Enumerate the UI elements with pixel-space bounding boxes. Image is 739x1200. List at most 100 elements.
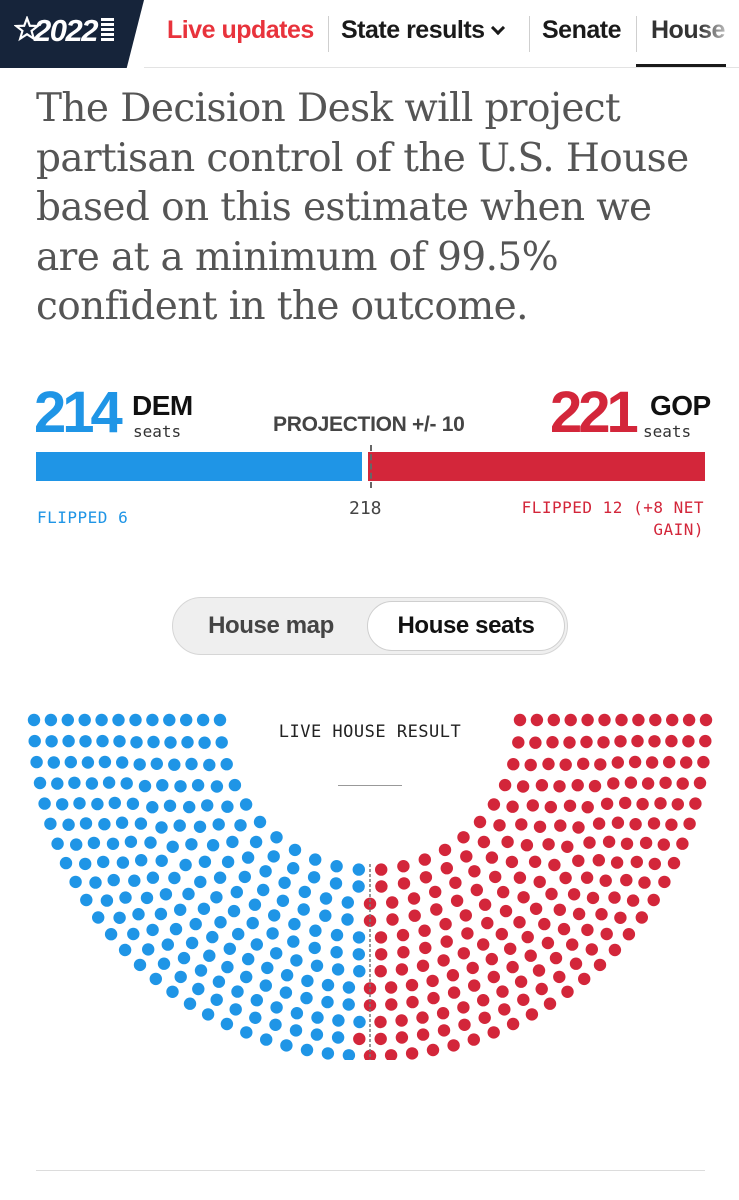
gop-seat xyxy=(458,1018,471,1031)
dem-seat xyxy=(81,756,95,769)
gop-seat xyxy=(580,735,593,749)
gop-seat xyxy=(384,981,398,994)
gop-seat xyxy=(374,931,388,944)
dem-seat xyxy=(87,836,101,850)
gop-seat xyxy=(665,818,678,831)
top-nav: 2022 Live updates State results Senate H… xyxy=(0,0,739,68)
gop-seat xyxy=(517,993,530,1006)
gop-seat xyxy=(375,880,388,893)
dem-seat xyxy=(113,911,126,924)
gop-seat xyxy=(493,819,506,832)
gop-seat xyxy=(530,713,544,727)
dem-seat xyxy=(353,965,366,978)
dem-party-label: DEM xyxy=(132,390,193,421)
gop-seat xyxy=(630,855,643,869)
gop-seat xyxy=(525,1008,539,1021)
gop-seat xyxy=(457,1001,470,1014)
gop-seat xyxy=(521,930,534,944)
gop-seat xyxy=(581,713,594,727)
dem-seat xyxy=(220,758,233,771)
dem-seat xyxy=(27,713,41,727)
dem-seat xyxy=(221,800,234,813)
gop-seat xyxy=(632,713,645,727)
gop-seat xyxy=(577,757,590,770)
nav-scroll-fade xyxy=(699,0,739,66)
gop-seat xyxy=(506,1017,520,1031)
gop-seat xyxy=(514,975,528,988)
dem-seat xyxy=(240,970,253,984)
gop-seat xyxy=(602,835,616,848)
dem-seat xyxy=(212,818,225,831)
dem-seat xyxy=(44,713,58,727)
election-2022-logo[interactable]: 2022 xyxy=(0,0,144,68)
dem-seat xyxy=(201,1008,215,1021)
dem-seat xyxy=(212,975,226,988)
dem-seat xyxy=(155,854,168,867)
gop-seat xyxy=(375,948,388,961)
dem-seat xyxy=(239,798,253,811)
gop-seat xyxy=(499,904,513,918)
gop-seat xyxy=(489,870,502,884)
dem-seat xyxy=(169,922,183,936)
dem-seat xyxy=(193,820,207,833)
dem-seat xyxy=(287,862,300,875)
gop-seat xyxy=(487,798,501,811)
dem-seat xyxy=(261,961,274,975)
dem-seat xyxy=(89,876,102,889)
gop-seat xyxy=(513,916,526,929)
dem-seat xyxy=(124,835,138,848)
dem-seat xyxy=(134,817,148,830)
dem-seat xyxy=(189,917,202,931)
gop-seat xyxy=(513,871,527,884)
dem-seat xyxy=(307,871,321,884)
dem-seat xyxy=(319,909,332,922)
dem-seat xyxy=(116,856,130,869)
dem-flipped-label: FLIPPED 6 xyxy=(37,508,129,527)
gop-seat xyxy=(473,815,487,829)
gop-seat xyxy=(477,994,490,1007)
dem-seat xyxy=(119,891,132,904)
gop-seat xyxy=(607,777,620,790)
gop-seat xyxy=(386,896,399,909)
dem-seat xyxy=(180,713,193,727)
gop-seat xyxy=(648,857,661,871)
gop-seat xyxy=(561,840,574,853)
gop-seat xyxy=(564,713,577,727)
gop-seat xyxy=(682,713,696,727)
gop-seat xyxy=(406,995,419,1009)
nav-senate[interactable]: Senate xyxy=(542,16,621,44)
gop-seat xyxy=(585,943,598,956)
gop-seat xyxy=(593,958,607,972)
majority-threshold: 218 xyxy=(349,498,382,519)
dem-seat xyxy=(146,923,159,937)
dem-seat xyxy=(181,736,194,749)
dem-seat xyxy=(107,873,120,887)
dem-seat xyxy=(300,1043,314,1057)
dem-seat xyxy=(146,801,159,814)
gop-seat xyxy=(460,850,473,863)
gop-seat xyxy=(645,756,659,769)
dem-seat xyxy=(342,998,355,1011)
gop-seat xyxy=(657,838,670,851)
nav-divider xyxy=(328,16,329,52)
dem-seat xyxy=(73,797,86,810)
gop-seat xyxy=(583,836,596,849)
gop-seat xyxy=(529,736,542,749)
gop-seat xyxy=(541,936,555,950)
house-seats-toggle[interactable]: House seats xyxy=(367,601,565,651)
dem-seat xyxy=(130,736,143,749)
dem-seat xyxy=(116,756,129,769)
gop-seat xyxy=(676,837,689,850)
gop-seat xyxy=(631,734,644,748)
house-map-toggle[interactable]: House map xyxy=(208,612,334,639)
gop-seat xyxy=(447,986,461,999)
gop-seat xyxy=(680,756,693,769)
nav-state-results[interactable]: State results xyxy=(341,16,505,45)
gop-seat xyxy=(461,927,474,940)
nav-live-updates[interactable]: Live updates xyxy=(167,16,314,44)
gop-seat xyxy=(446,969,460,982)
dem-seat xyxy=(51,837,64,850)
dem-seat xyxy=(310,959,324,972)
dem-seat xyxy=(161,938,174,951)
gop-seat xyxy=(682,735,695,748)
